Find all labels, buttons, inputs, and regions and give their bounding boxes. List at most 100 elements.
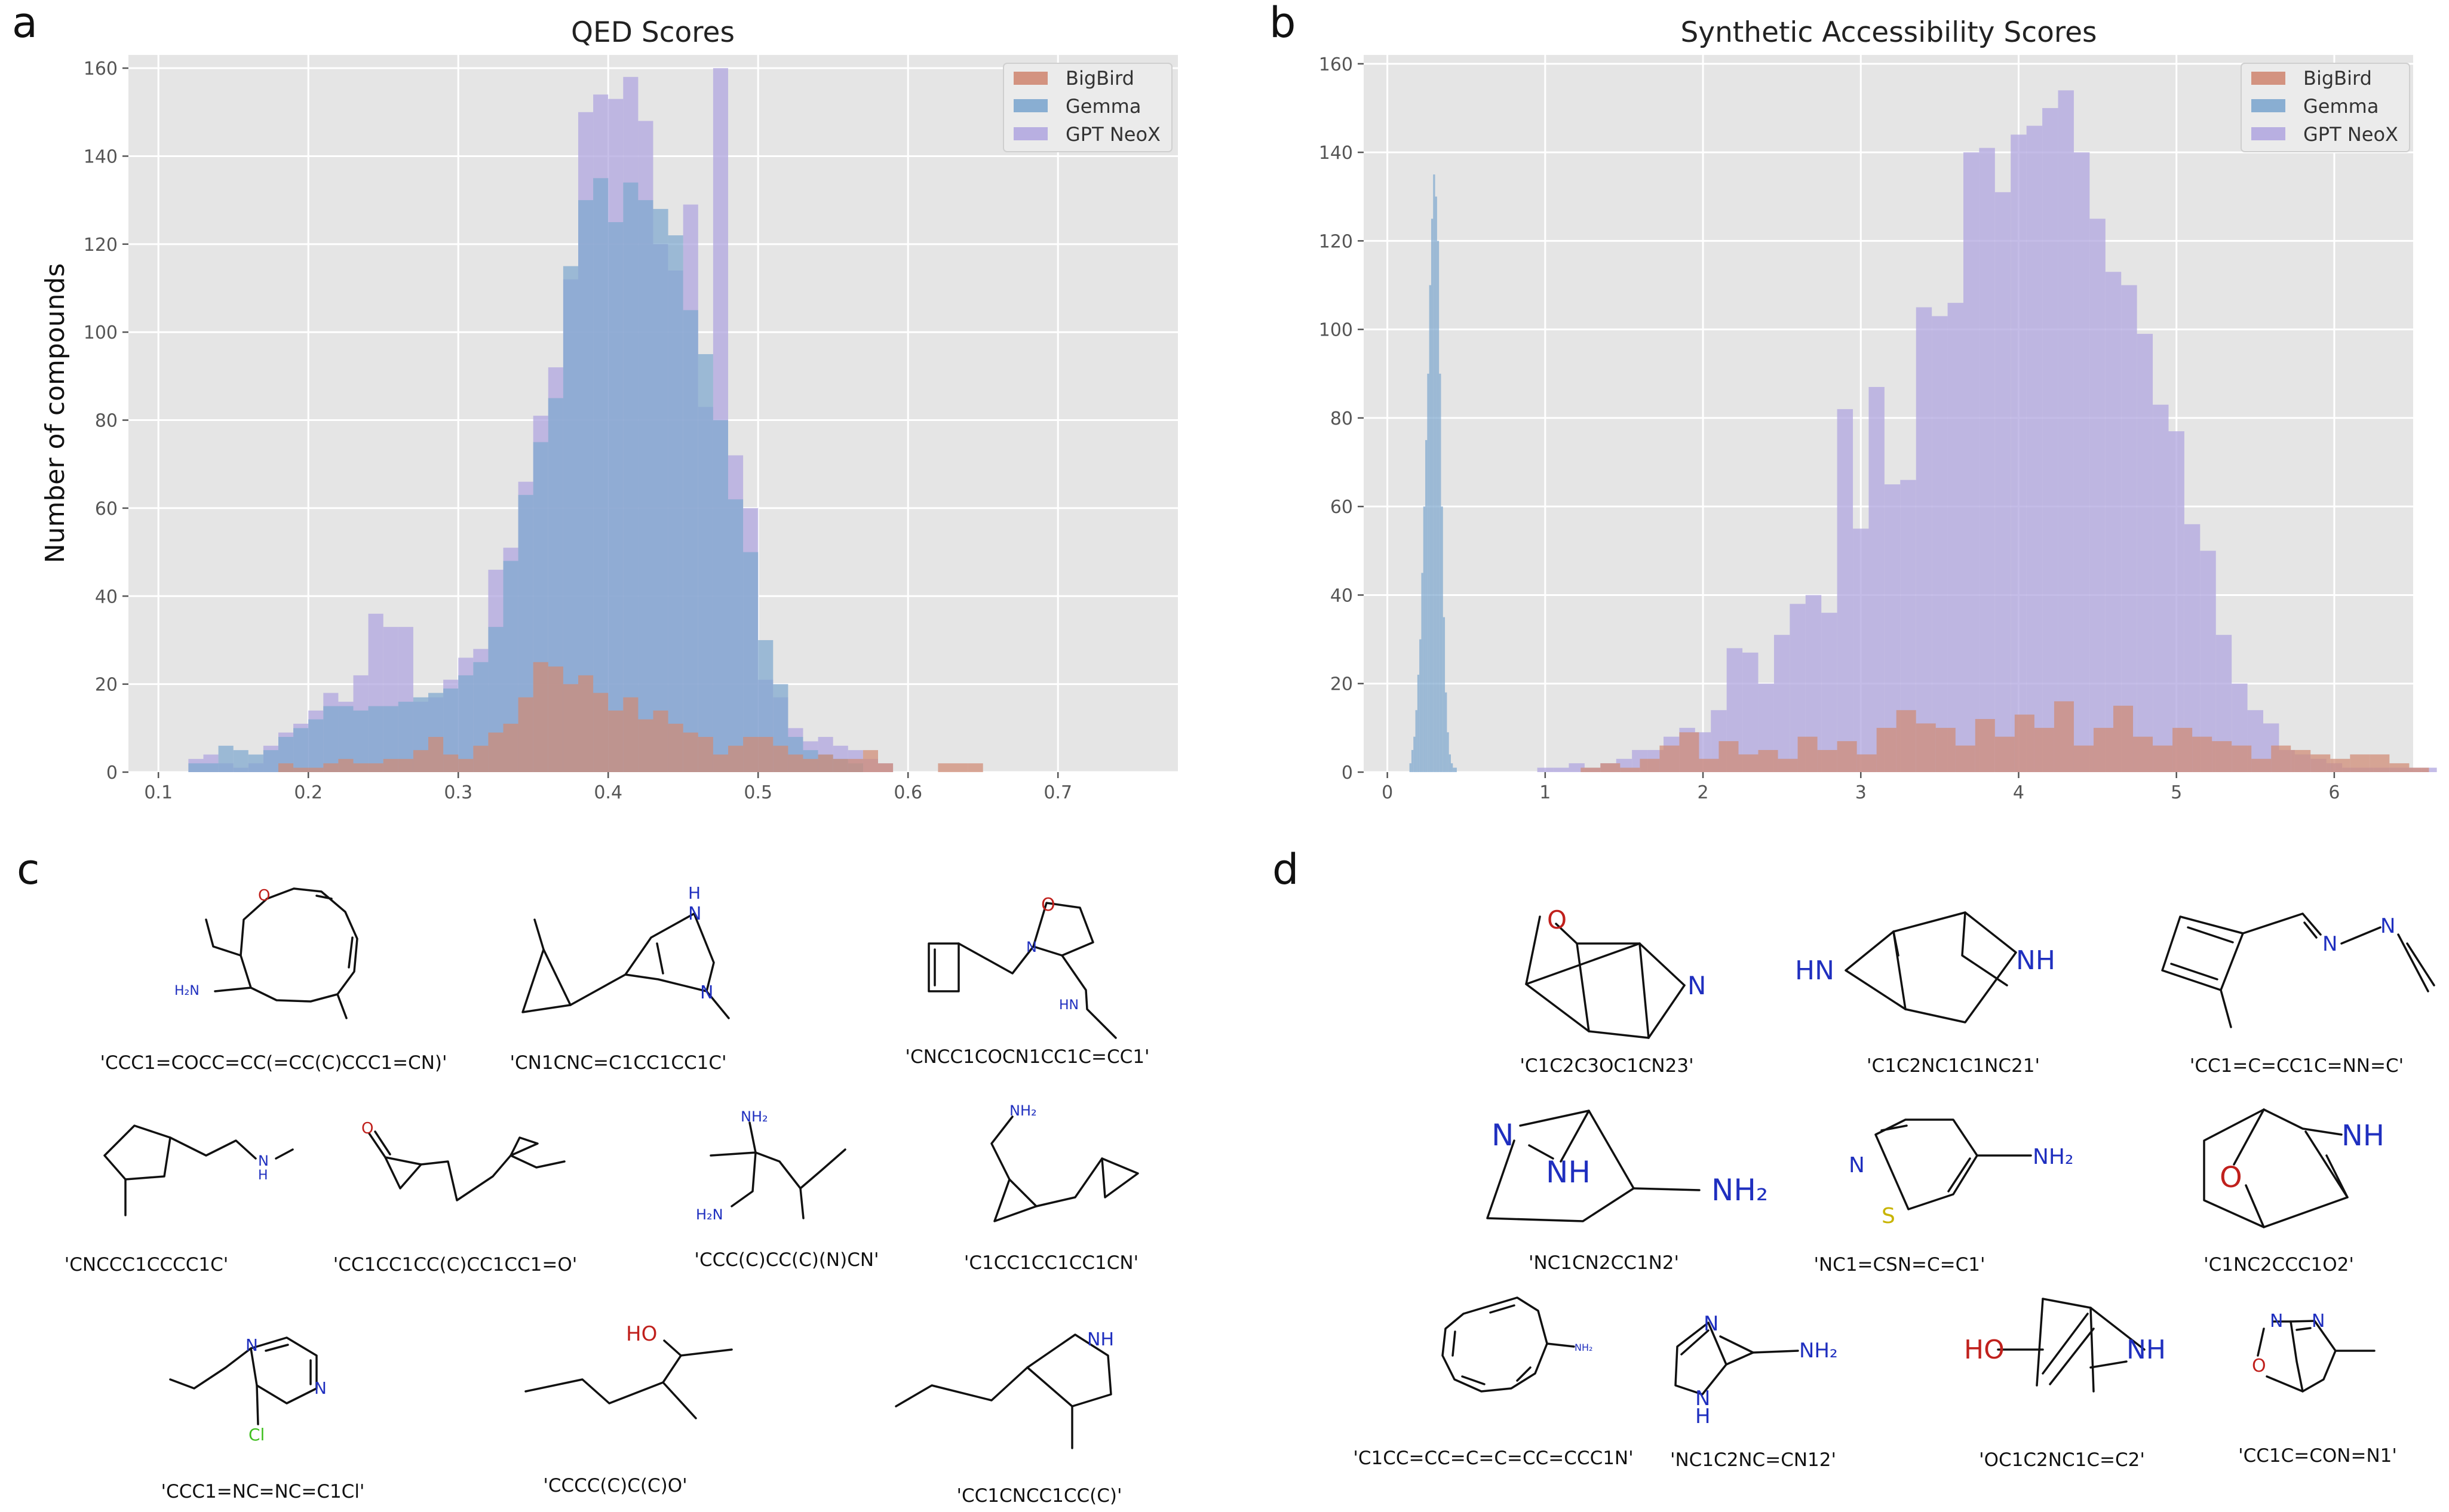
- smiles-c1: 'CCC1=COCC=CC(=CC(C)CCC1=CN)': [100, 1052, 447, 1074]
- sa-bar-bigbird: [2054, 701, 2074, 772]
- qed-bar-bigbird: [788, 754, 803, 772]
- qed-ytick-label: 20: [95, 675, 118, 696]
- atom-nh: NH: [2341, 1119, 2384, 1153]
- sa-bar-bigbird: [2232, 745, 2252, 772]
- qed-bar-bigbird: [818, 754, 833, 772]
- smiles-d5: 'NC1=CSN=C=C1': [1813, 1254, 1985, 1276]
- atom-h: H: [1695, 1405, 1711, 1428]
- sa-bar-bigbird: [2172, 727, 2193, 772]
- qed-bar-bigbird: [533, 662, 548, 772]
- smiles-d7: 'C1CC=CC=C=C=CC=CCC1N': [1353, 1448, 1633, 1469]
- qed-bar-bigbird: [698, 737, 713, 772]
- sa-bar-gpt-neox: [1932, 316, 1948, 772]
- qed-bar-bigbird: [623, 697, 639, 772]
- qed-bar-gemma: [368, 706, 383, 772]
- sa-bar-bigbird: [1640, 758, 1660, 772]
- sa-ytick-label: 140: [1319, 143, 1353, 164]
- qed-bar-bigbird: [728, 745, 744, 772]
- atom-nh: NH: [1087, 1329, 1114, 1350]
- sa-bar-gpt-neox: [1963, 152, 1980, 773]
- molecule-d3: N N: [2161, 912, 2435, 1028]
- qed-bar-gemma: [248, 754, 263, 772]
- atom-nh2: NH₂: [1575, 1342, 1592, 1353]
- atom-n: N: [2312, 1311, 2325, 1332]
- qed-bar-gemma: [698, 354, 713, 772]
- qed-bar-bigbird: [833, 758, 848, 772]
- panel-letter-c: c: [17, 845, 40, 894]
- sa-bar-gemma: [1419, 639, 1422, 772]
- atom-hn: HN: [1795, 955, 1834, 986]
- sa-bar-gpt-neox: [1868, 387, 1885, 772]
- qed-chart: 0.1 0.2 0.3 0.4 0.5 0.6 0.7 0 20 40 60 80 100 120 140 1…: [40, 16, 1178, 803]
- sa-bar-bigbird: [1718, 741, 1739, 772]
- sa-bar-bigbird: [1738, 754, 1759, 772]
- sa-bar-bigbird: [2192, 736, 2212, 772]
- qed-bar-bigbird: [353, 763, 369, 772]
- qed-bar-gemma: [593, 178, 609, 772]
- sa-bar-bigbird: [1935, 727, 1956, 772]
- sa-bar-gpt-neox: [2089, 219, 2106, 772]
- qed-bar-bigbird: [503, 723, 518, 772]
- atom-o: O: [2220, 1161, 2242, 1194]
- sa-bar-gemma: [1448, 754, 1451, 772]
- molecule-d8: N N H NH₂: [1674, 1312, 1838, 1428]
- qed-xtick-label: 0.5: [744, 782, 772, 803]
- atom-nh2: NH₂: [2033, 1145, 2073, 1169]
- sa-bar-bigbird: [2014, 714, 2034, 772]
- smiles-c4: 'CNCCC1CCCC1C': [65, 1254, 229, 1276]
- sa-bar-bigbird: [1817, 749, 1837, 772]
- qed-bar-bigbird: [548, 666, 563, 772]
- molecule-c7: NH₂: [990, 1102, 1139, 1222]
- qed-xtick-label: 0.1: [144, 782, 173, 803]
- smiles-c6: 'CCC(C)CC(C)(N)CN': [694, 1249, 879, 1271]
- atom-o: O: [1041, 895, 1055, 915]
- qed-bar-bigbird: [593, 693, 609, 772]
- sa-bar-gemma: [1443, 617, 1446, 772]
- sa-bar-gemma: [1450, 763, 1453, 772]
- qed-bar-bigbird: [953, 763, 968, 772]
- sa-bar-bigbird: [2034, 727, 2054, 772]
- atom-nh: N: [688, 903, 701, 924]
- qed-ytick-label: 40: [95, 586, 118, 607]
- qed-bar-bigbird: [563, 684, 578, 772]
- sa-bar-gpt-neox: [2121, 285, 2137, 772]
- qed-bar-bigbird: [653, 710, 668, 772]
- sa-bar-gemma: [1425, 440, 1428, 772]
- sa-bar-bigbird: [2093, 727, 2113, 772]
- sa-bar-gpt-neox: [2042, 107, 2058, 772]
- molecule-c4: N H: [103, 1124, 294, 1216]
- sa-ytick-label: 80: [1330, 408, 1353, 429]
- molecule-d2: HN NH: [1795, 911, 2055, 1024]
- qed-ytick-label: 80: [95, 411, 118, 432]
- sa-bar-bigbird: [1916, 723, 1936, 772]
- sa-bar-gemma: [1411, 749, 1414, 772]
- smiles-d4: 'NC1CN2CC1N2': [1529, 1252, 1679, 1274]
- atom-o: O: [2252, 1356, 2266, 1376]
- sa-bar-gpt-neox: [2168, 431, 2184, 772]
- panel-letter-b: b: [1269, 0, 1296, 47]
- molecule-d10: N N O: [2252, 1311, 2376, 1393]
- qed-bar-bigbird: [968, 763, 983, 772]
- sa-bar-gpt-neox: [1553, 767, 1569, 772]
- molecule-d5: N S NH₂: [1849, 1118, 2073, 1228]
- panel-d-molecules: O N 'C1C2C3OC1CN23' HN NH 'C1C2NC1C1NC21…: [1353, 905, 2435, 1471]
- molecule-c6: NH₂ H₂N: [696, 1108, 846, 1223]
- qed-legend-neox: GPT NeoX: [1066, 123, 1161, 146]
- sa-bar-gpt-neox: [1537, 767, 1554, 772]
- qed-bar-bigbird: [413, 750, 428, 772]
- qed-bar-gemma: [653, 208, 668, 772]
- qed-ytick-label: 140: [84, 146, 118, 167]
- molecule-c1: O H₂N: [174, 887, 358, 1019]
- sa-bar-gemma: [1441, 506, 1443, 772]
- sa-bar-bigbird: [1896, 710, 1916, 772]
- atom-cl: Cl: [248, 1425, 265, 1445]
- sa-bar-bigbird: [1679, 732, 1699, 772]
- smiles-c9: 'CCCC(C)C(C)O': [543, 1475, 687, 1496]
- qed-bar-bigbird: [773, 745, 788, 772]
- sa-legend-swatch-bigbird: [2251, 72, 2285, 85]
- sa-ytick-label: 40: [1330, 585, 1353, 606]
- sa-ytick-label: 60: [1330, 497, 1353, 518]
- atom-n: N: [258, 1153, 269, 1169]
- sa-bar-gpt-neox: [2011, 134, 2027, 772]
